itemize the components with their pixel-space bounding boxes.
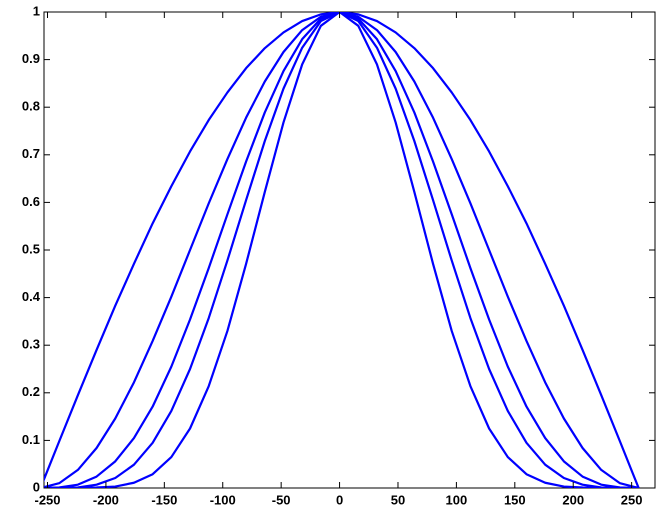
x-tick-label: 0 (336, 492, 343, 507)
x-tick-label: -50 (272, 492, 291, 507)
y-tick-label: 0.7 (22, 146, 40, 161)
x-tick-label: 50 (391, 492, 405, 507)
y-tick-label: 0.4 (22, 289, 41, 304)
y-tick-label: 0 (33, 479, 40, 494)
plot-area (44, 12, 640, 488)
y-tick-label: 0.1 (22, 432, 40, 447)
x-tick-label: -250 (34, 492, 60, 507)
line-series (44, 12, 640, 488)
y-tick-label: 0.8 (22, 99, 40, 114)
x-tick-label: -200 (93, 492, 119, 507)
x-tick-label: 150 (504, 492, 526, 507)
x-tick-label: 250 (621, 492, 643, 507)
y-tick-label: 0.2 (22, 384, 40, 399)
y-tick-label: 1 (33, 3, 40, 18)
x-tick-label: 100 (446, 492, 468, 507)
y-tick-label: 0.9 (22, 51, 40, 66)
x-tick-label: 200 (562, 492, 584, 507)
line-series (44, 12, 639, 488)
line-series (44, 12, 639, 488)
line-series (44, 12, 639, 488)
line-series (44, 12, 639, 488)
x-tick-label: -150 (151, 492, 177, 507)
y-tick-label: 0.3 (22, 337, 40, 352)
y-tick-label: 0.5 (22, 241, 40, 256)
y-tick-label: 0.6 (22, 194, 40, 209)
x-tick-label: -100 (210, 492, 236, 507)
